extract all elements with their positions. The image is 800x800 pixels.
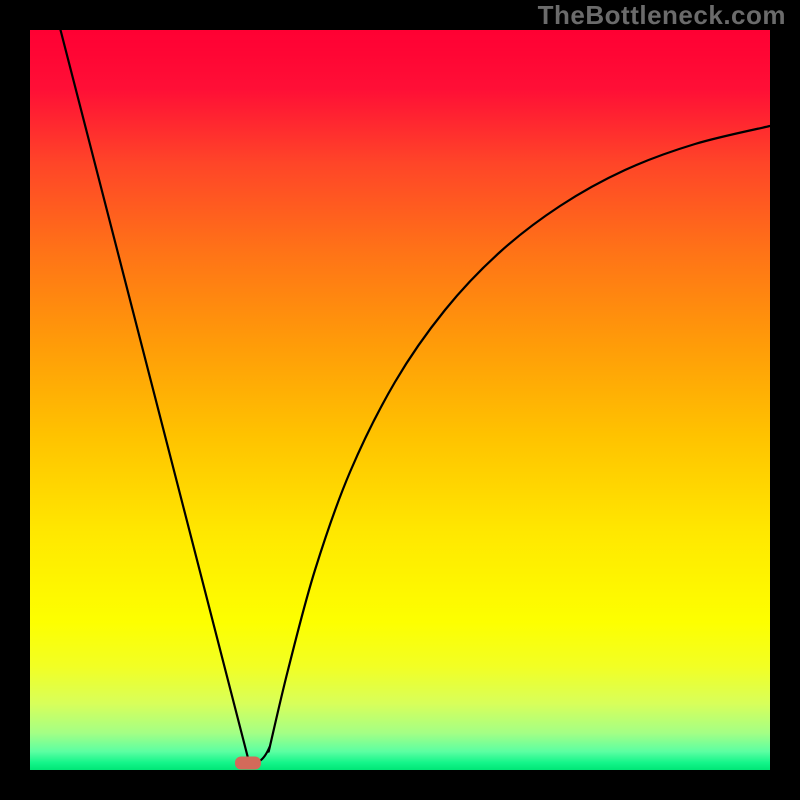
chart-frame: TheBottleneck.com <box>0 0 800 800</box>
apex-marker <box>235 757 261 770</box>
gradient-plot <box>30 30 770 770</box>
gradient-background <box>30 30 770 770</box>
watermark-label: TheBottleneck.com <box>538 0 786 31</box>
